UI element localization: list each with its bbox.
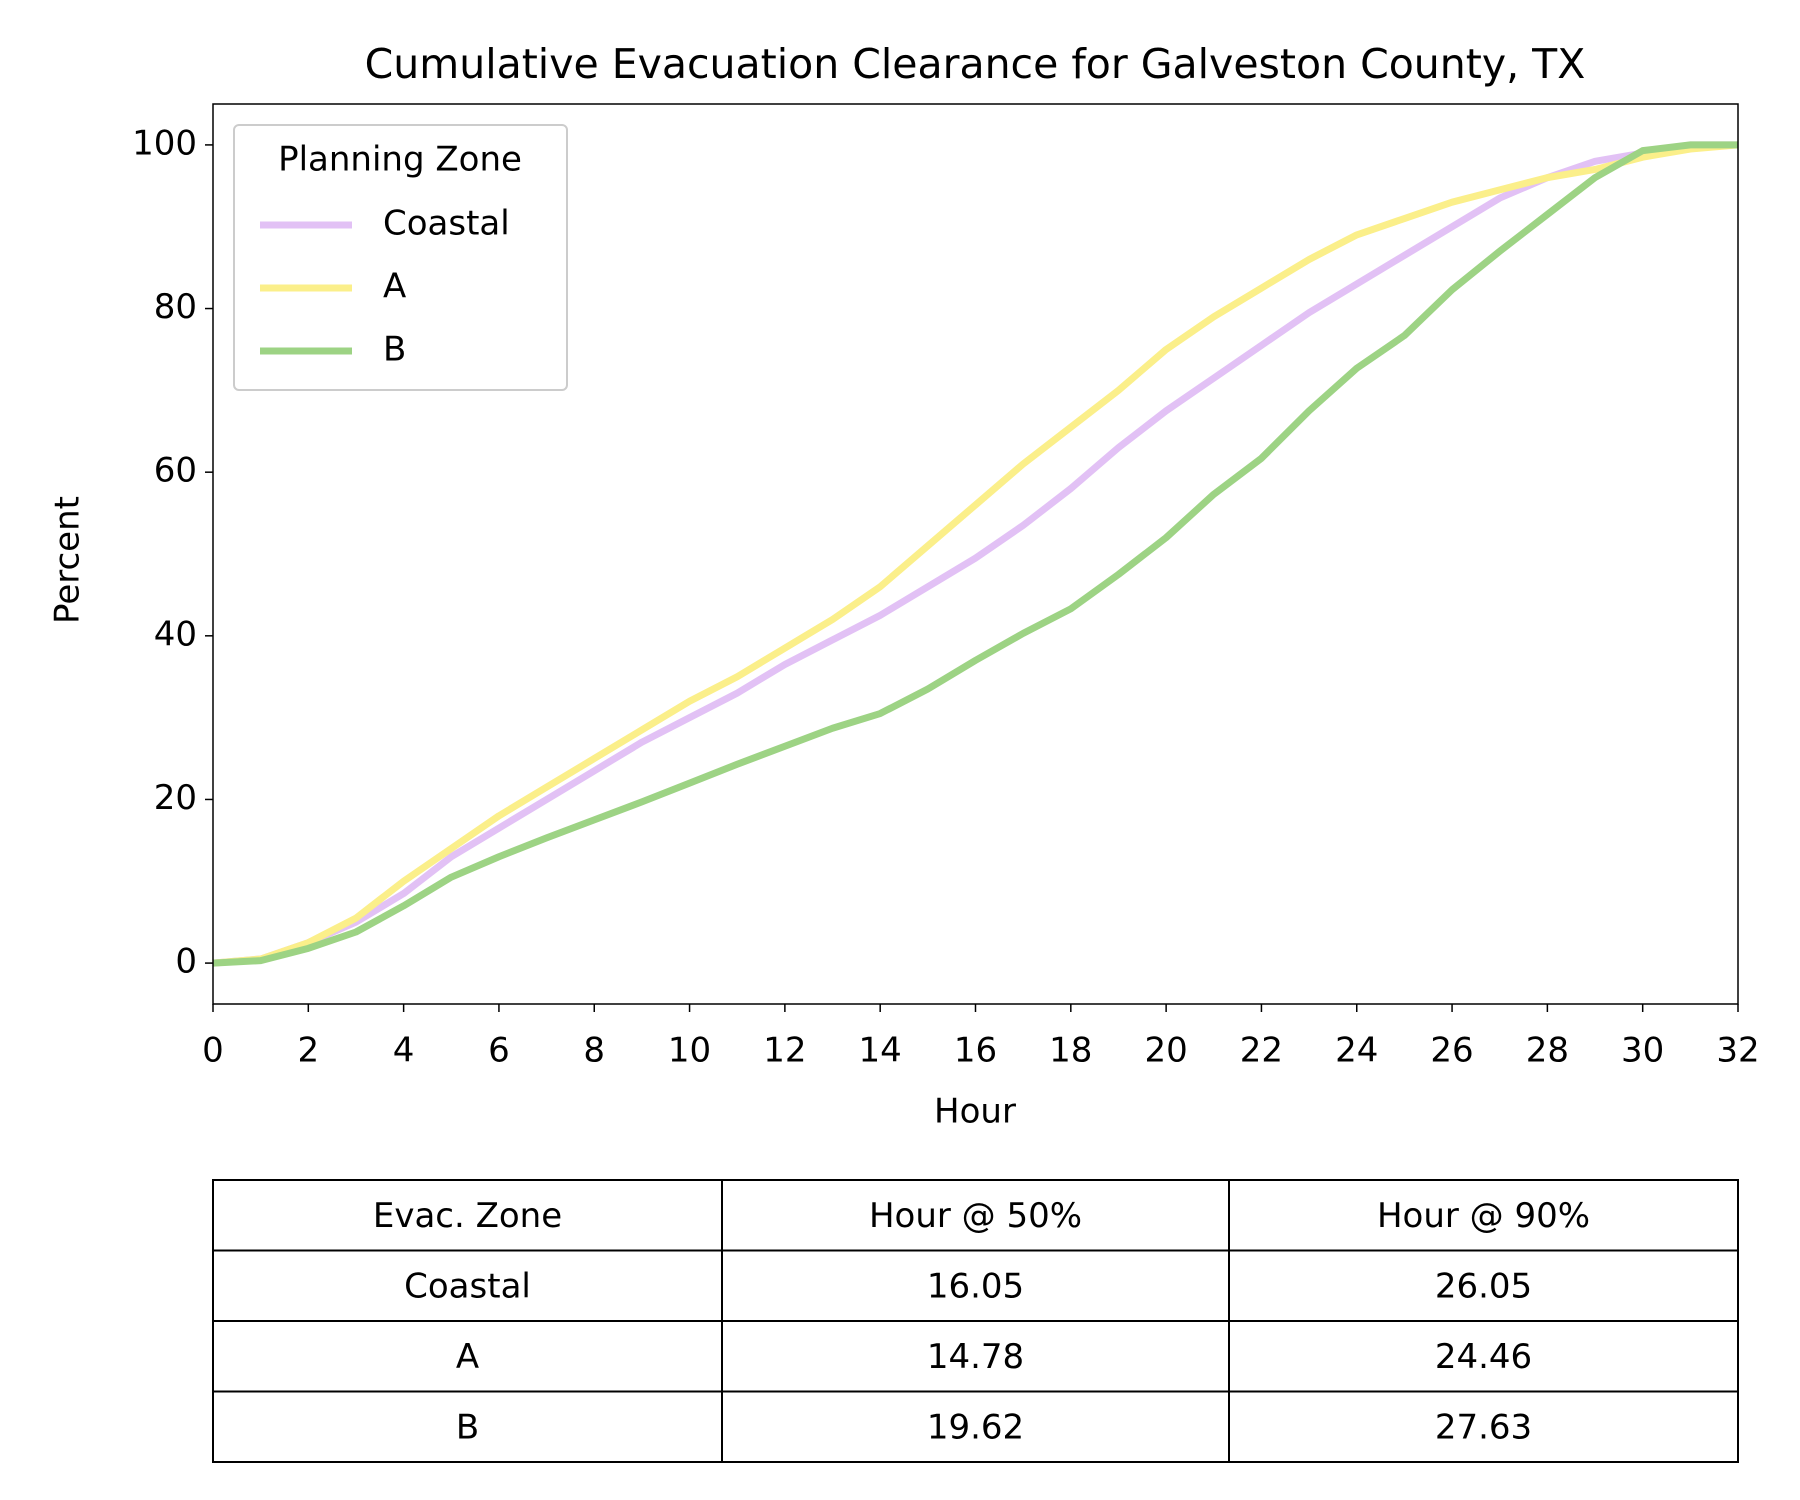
- table-value: 26.05: [1435, 1266, 1532, 1306]
- y-tick-label: 100: [132, 123, 197, 163]
- x-axis-label: Hour: [934, 1092, 1016, 1132]
- table-cell: [1228, 1249, 1739, 1322]
- table-value: 14.78: [927, 1337, 1024, 1377]
- x-tick-label: 18: [1049, 1031, 1092, 1071]
- legend-label: B: [383, 330, 406, 370]
- legend-label: Coastal: [383, 204, 510, 244]
- table-cell: [212, 1390, 723, 1463]
- x-tick-label: 2: [297, 1031, 319, 1071]
- table-cell: [721, 1320, 1230, 1393]
- table-cell: [1228, 1390, 1739, 1463]
- table-cell: [212, 1179, 723, 1252]
- x-tick-label: 22: [1240, 1031, 1283, 1071]
- x-tick-label: 20: [1144, 1031, 1187, 1071]
- table-value: Coastal: [404, 1266, 531, 1306]
- y-axis-label: Percent: [48, 496, 88, 624]
- table-cell: [1228, 1320, 1739, 1393]
- table-cell: [1228, 1179, 1739, 1252]
- x-tick-label: 32: [1716, 1031, 1759, 1071]
- table-cell: [721, 1390, 1230, 1463]
- line-series: [212, 141, 1738, 967]
- chart-title: Cumulative Evacuation Clearance for Galv…: [365, 40, 1586, 88]
- legend-box: [233, 124, 568, 391]
- x-tick-label: 14: [859, 1031, 902, 1071]
- table-value: 24.46: [1435, 1337, 1532, 1377]
- x-tick-label: 8: [583, 1031, 605, 1071]
- x-tick-label: 28: [1526, 1031, 1569, 1071]
- table-cell: [721, 1249, 1230, 1322]
- x-tick-label: 16: [954, 1031, 997, 1071]
- x-tick-label: 0: [202, 1031, 224, 1071]
- x-tick-label: 10: [668, 1031, 711, 1071]
- x-tick-label: 12: [763, 1031, 806, 1071]
- table-cell: [212, 1320, 723, 1393]
- line-series: [212, 141, 1739, 967]
- legend-title: Planning Zone: [278, 140, 522, 180]
- y-tick-label: 0: [175, 942, 197, 982]
- x-tick-label: 24: [1335, 1031, 1378, 1071]
- table-value: 27.63: [1435, 1407, 1532, 1447]
- legend-label: A: [383, 267, 406, 307]
- x-tick-label: 30: [1621, 1031, 1664, 1071]
- table-value: 19.62: [927, 1407, 1024, 1447]
- table-header: Hour @ 50%: [869, 1196, 1082, 1236]
- y-tick-label: 80: [154, 287, 197, 327]
- line-series: [212, 141, 1738, 967]
- table-header: Hour @ 90%: [1377, 1196, 1590, 1236]
- x-tick-label: 6: [488, 1031, 510, 1071]
- table-value: 16.05: [927, 1266, 1024, 1306]
- y-tick-label: 60: [154, 451, 197, 491]
- x-tick-label: 26: [1430, 1031, 1473, 1071]
- table-value: A: [456, 1337, 479, 1377]
- table-cell: [721, 1179, 1230, 1252]
- table-header: Evac. Zone: [373, 1196, 562, 1236]
- y-tick-label: 40: [154, 614, 197, 654]
- x-tick-label: 4: [393, 1031, 415, 1071]
- plot-frame: [212, 103, 1739, 1005]
- table-value: B: [456, 1407, 479, 1447]
- y-tick-label: 20: [154, 778, 197, 818]
